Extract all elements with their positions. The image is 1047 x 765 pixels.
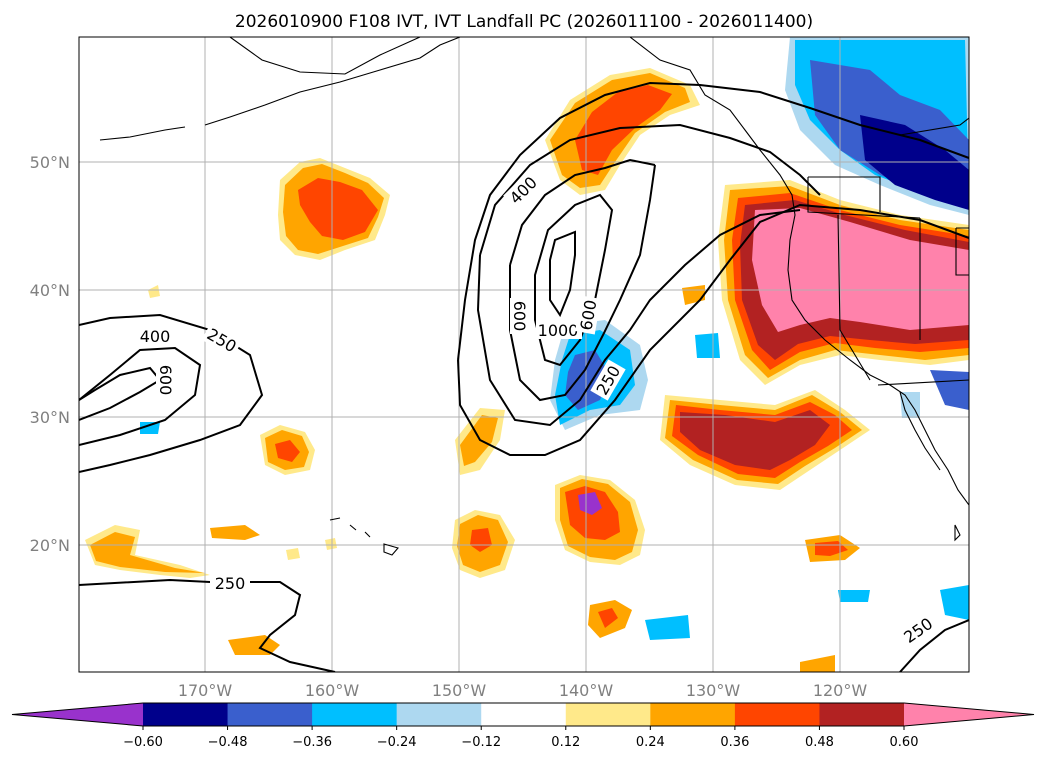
positive-pc-west-coast bbox=[718, 180, 969, 385]
colorbar-extend-min bbox=[12, 703, 143, 726]
colorbar-segment bbox=[481, 703, 567, 726]
colorbar-tick-label: 0.60 bbox=[890, 735, 919, 750]
lon-label-160w: 160°W bbox=[305, 681, 360, 700]
lat-label-50n: 50°N bbox=[30, 153, 70, 172]
lat-label-30n: 30°N bbox=[30, 408, 70, 427]
colorbar-tick-label: 0.24 bbox=[636, 735, 665, 750]
colorbar-tick-label: −0.36 bbox=[292, 735, 332, 750]
lon-label-140w: 140°W bbox=[559, 681, 614, 700]
lon-label-150w: 150°W bbox=[432, 681, 487, 700]
contour-label-400-west: 400 bbox=[140, 327, 171, 346]
colorbar-tick-label: −0.48 bbox=[208, 735, 248, 750]
positive-pc-offshore-jet bbox=[545, 68, 700, 195]
colorbar: −0.60 −0.48 −0.36 −0.24 −0.12 0.12 0.24 0.36 0.4… bbox=[11, 702, 1035, 750]
colorbar-tick-label: −0.60 bbox=[123, 735, 163, 750]
colorbar-segment bbox=[565, 703, 651, 726]
colorbar-tick-label: −0.24 bbox=[377, 735, 417, 750]
lon-label-170w: 170°W bbox=[178, 681, 233, 700]
longitude-labels: 170°W 160°W 150°W 140°W 130°W 120°W bbox=[178, 681, 868, 700]
colorbar-extend-max bbox=[904, 703, 1034, 726]
contour-label-250-southwest: 250 bbox=[215, 574, 246, 593]
colorbar-segment bbox=[143, 703, 229, 726]
lon-label-130w: 130°W bbox=[686, 681, 741, 700]
coastlines bbox=[99, 37, 969, 556]
negative-pc-field-north bbox=[785, 37, 969, 215]
contour-label-600-jet-west: 600 bbox=[510, 301, 529, 332]
contour-label-1000: 1000 bbox=[538, 321, 579, 340]
map-frame bbox=[78, 36, 970, 673]
lon-label-120w: 120°W bbox=[813, 681, 868, 700]
colorbar-segment bbox=[312, 703, 398, 726]
colorbar-segment bbox=[396, 703, 482, 726]
colorbar-segment bbox=[734, 703, 820, 726]
colorbar-segment bbox=[227, 703, 313, 726]
map-title: 2026010900 F108 IVT, IVT Landfall PC (20… bbox=[235, 12, 813, 32]
colorbar-tick-label: 0.12 bbox=[551, 735, 580, 750]
colorbar-tick-label: 0.36 bbox=[720, 735, 749, 750]
colorbar-segment bbox=[650, 703, 736, 726]
contour-label-600-west: 600 bbox=[156, 365, 175, 396]
colorbar-tick-label: 0.48 bbox=[805, 735, 834, 750]
lat-label-40n: 40°N bbox=[30, 281, 70, 300]
lat-label-20n: 20°N bbox=[30, 536, 70, 555]
colorbar-segment bbox=[819, 703, 905, 726]
ivt-contours bbox=[79, 81, 969, 672]
latitude-labels: 50°N 40°N 30°N 20°N bbox=[30, 153, 70, 555]
colorbar-tick-label: −0.12 bbox=[461, 735, 501, 750]
map-plot-area: 400 250 600 400 600 1000 600 250 250 250 bbox=[79, 37, 969, 672]
positive-pc-midpacific bbox=[278, 158, 390, 260]
